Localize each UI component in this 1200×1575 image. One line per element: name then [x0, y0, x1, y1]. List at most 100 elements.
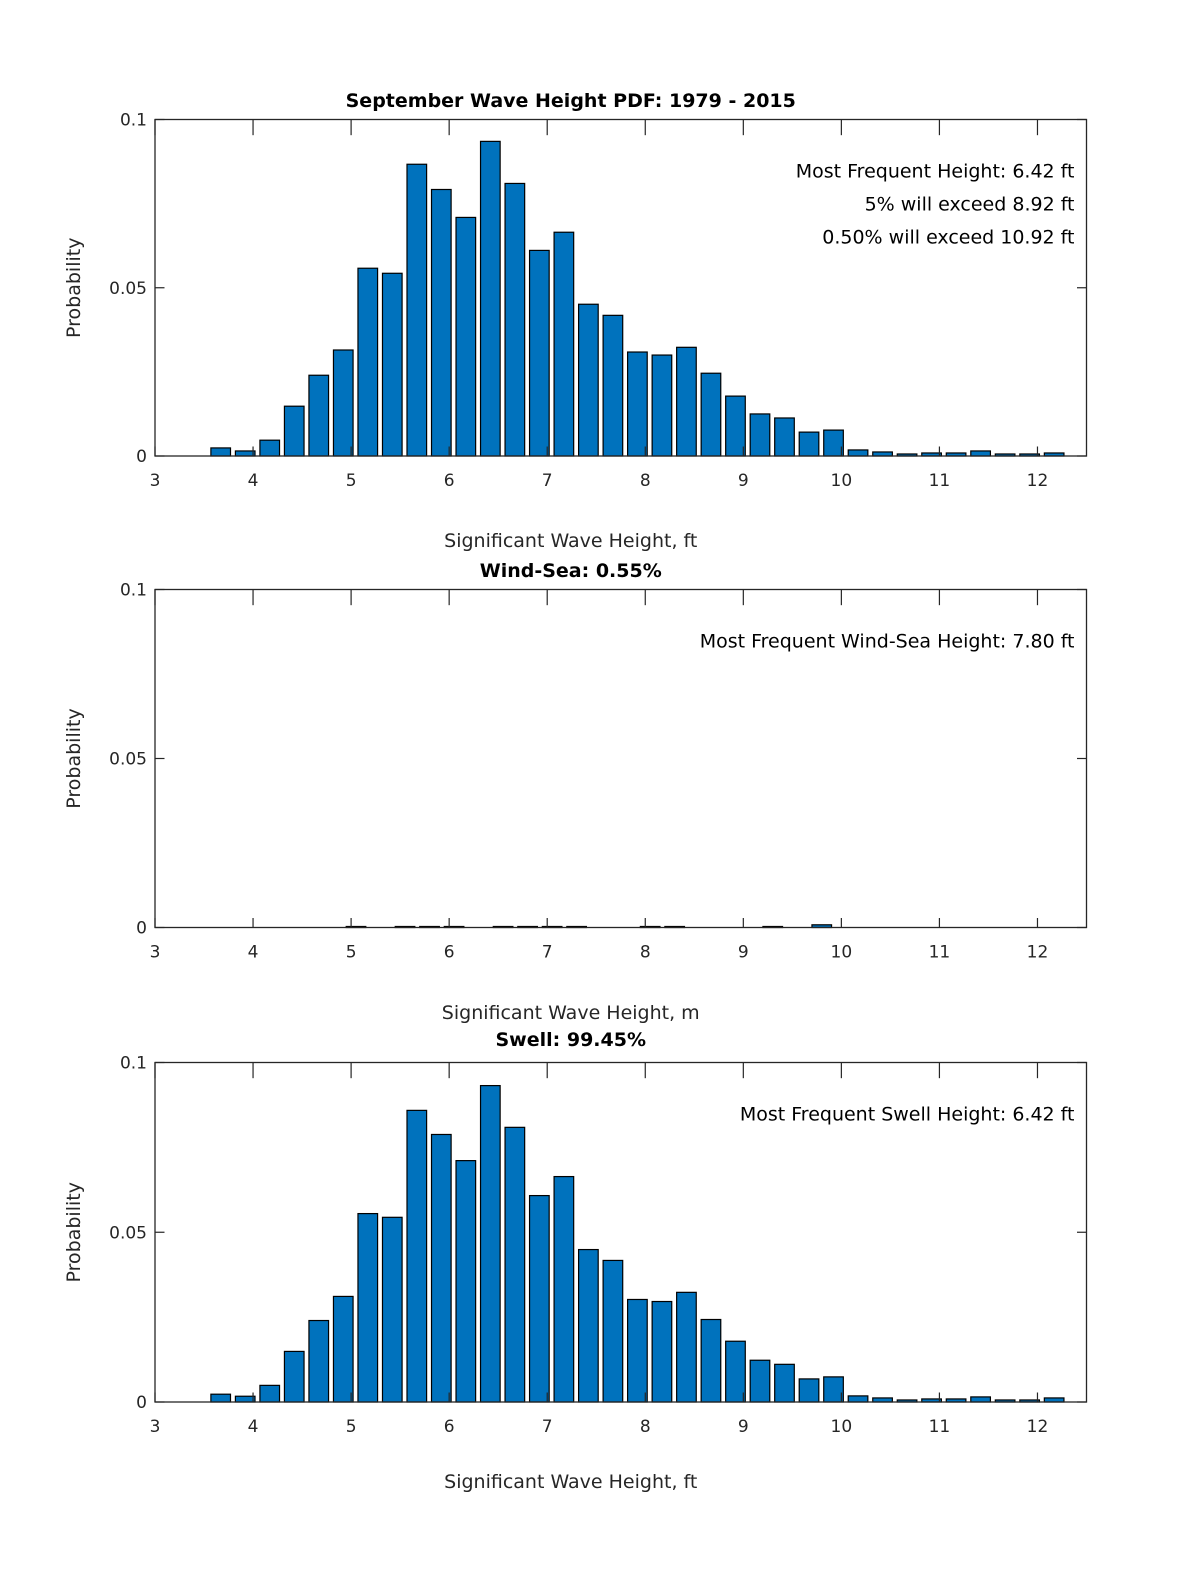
- bar: [504, 1126, 526, 1403]
- y-tick-label: 0.05: [109, 750, 147, 770]
- x-tick-label: 9: [738, 471, 749, 491]
- bar: [798, 431, 820, 457]
- x-tick-label: 6: [444, 943, 455, 963]
- y-axis-label: Probability: [63, 238, 85, 338]
- x-tick-label: 8: [640, 471, 651, 491]
- x-tick-label: 7: [542, 471, 553, 491]
- annotation-text: 0.50% will exceed 10.92 ft: [822, 227, 1074, 249]
- bar: [651, 354, 673, 457]
- bar: [725, 395, 746, 457]
- bar: [970, 450, 992, 457]
- bar: [479, 1084, 501, 1403]
- y-tick-label: 0.1: [120, 1054, 147, 1074]
- bar: [430, 1133, 452, 1403]
- y-tick-label: 0.1: [120, 581, 147, 601]
- bar: [455, 216, 477, 457]
- bar: [651, 1300, 673, 1403]
- bar: [676, 1291, 697, 1403]
- chart-title: Swell: 99.45%: [496, 1029, 647, 1051]
- bar: [283, 1350, 305, 1403]
- axes-frame: [154, 588, 1088, 929]
- bar: [479, 140, 501, 457]
- annotation-text: 5% will exceed 8.92 ft: [865, 194, 1075, 216]
- x-tick-label: 5: [346, 471, 357, 491]
- bar: [308, 374, 330, 457]
- bar: [406, 163, 428, 457]
- bar: [774, 417, 795, 457]
- x-tick-label: 3: [150, 1417, 161, 1437]
- x-tick-label: 9: [738, 943, 749, 963]
- bar: [528, 249, 550, 457]
- x-tick-label: 11: [929, 943, 951, 963]
- bar: [504, 182, 526, 457]
- bar: [577, 303, 599, 457]
- x-tick-label: 6: [444, 471, 455, 491]
- y-tick-label: 0: [136, 447, 147, 467]
- x-tick-label: 12: [1027, 943, 1049, 963]
- bar: [823, 429, 844, 457]
- x-tick-label: 5: [346, 943, 357, 963]
- bar: [455, 1160, 477, 1403]
- x-tick-label: 9: [738, 1417, 749, 1437]
- bar: [553, 231, 575, 457]
- y-tick-label: 0: [136, 919, 147, 939]
- x-tick-label: 3: [150, 943, 161, 963]
- bar: [332, 1295, 354, 1403]
- bar: [234, 450, 256, 457]
- bar: [357, 267, 379, 457]
- bar: [406, 1109, 428, 1403]
- x-tick-label: 12: [1027, 1417, 1049, 1437]
- bar: [430, 188, 452, 457]
- bar: [700, 372, 722, 457]
- bar: [332, 349, 354, 457]
- x-axis-label: Significant Wave Height, ft: [444, 1471, 697, 1493]
- bar: [725, 1340, 746, 1403]
- x-tick-labels: 3 4 5 6 7 8 9 10 11 12: [150, 943, 1049, 963]
- chart-title: Wind-Sea: 0.55%: [480, 560, 662, 582]
- bar: [210, 1393, 232, 1403]
- bars: [210, 140, 1065, 457]
- annotation-text: Most Frequent Swell Height: 6.42 ft: [740, 1104, 1075, 1126]
- panel-swell: 3 4 5 6 7 8 9 10 11 12 0 0.05 0.1 Swell: 99.45% Sig…: [63, 1029, 1088, 1493]
- bar: [798, 1378, 820, 1403]
- y-tick-labels: 0 0.05 0.1: [109, 1054, 147, 1414]
- panel-total: 3 4 5 6 7 8 9 10 11 12 0 0.05 0.1 September Wave He…: [63, 90, 1088, 552]
- x-tick-label: 10: [831, 1417, 853, 1437]
- bar: [847, 1395, 869, 1403]
- bar: [627, 351, 648, 457]
- y-axis-label: Probability: [63, 1182, 85, 1282]
- bar: [381, 272, 403, 457]
- x-tick-label: 5: [346, 1417, 357, 1437]
- bar: [234, 1395, 256, 1403]
- x-tick-label: 12: [1027, 471, 1049, 491]
- annotation-text: Most Frequent Wind-Sea Height: 7.80 ft: [700, 631, 1075, 653]
- x-tick-labels: 3 4 5 6 7 8 9 10 11 12: [150, 1417, 1049, 1437]
- y-tick-label: 0: [136, 1393, 147, 1413]
- bar: [577, 1248, 599, 1403]
- x-tick-label: 4: [248, 471, 259, 491]
- x-tick-label: 4: [248, 943, 259, 963]
- x-tick-label: 3: [150, 471, 161, 491]
- bar: [602, 314, 624, 457]
- bar: [283, 405, 305, 457]
- bar: [847, 449, 869, 457]
- y-tick-label: 0.05: [109, 1223, 147, 1243]
- bar: [259, 1384, 281, 1403]
- bar: [823, 1376, 844, 1403]
- axes-frame: [154, 1061, 1088, 1403]
- x-tick-label: 11: [929, 471, 951, 491]
- x-axis-label: Significant Wave Height, m: [442, 1002, 700, 1024]
- bar: [308, 1319, 330, 1403]
- bar: [381, 1216, 403, 1403]
- annotation-text: Most Frequent Height: 6.42 ft: [796, 161, 1075, 183]
- x-tick-label: 10: [831, 471, 853, 491]
- x-tick-label: 8: [640, 943, 651, 963]
- y-tick-label: 0.05: [109, 279, 147, 299]
- bar: [676, 346, 697, 457]
- bars: [210, 1084, 1065, 1403]
- bar: [357, 1212, 379, 1403]
- annotations: Most Frequent Wind-Sea Height: 7.80 ft: [700, 631, 1075, 653]
- x-tick-labels: 3 4 5 6 7 8 9 10 11 12: [150, 471, 1049, 491]
- x-tick-label: 7: [542, 943, 553, 963]
